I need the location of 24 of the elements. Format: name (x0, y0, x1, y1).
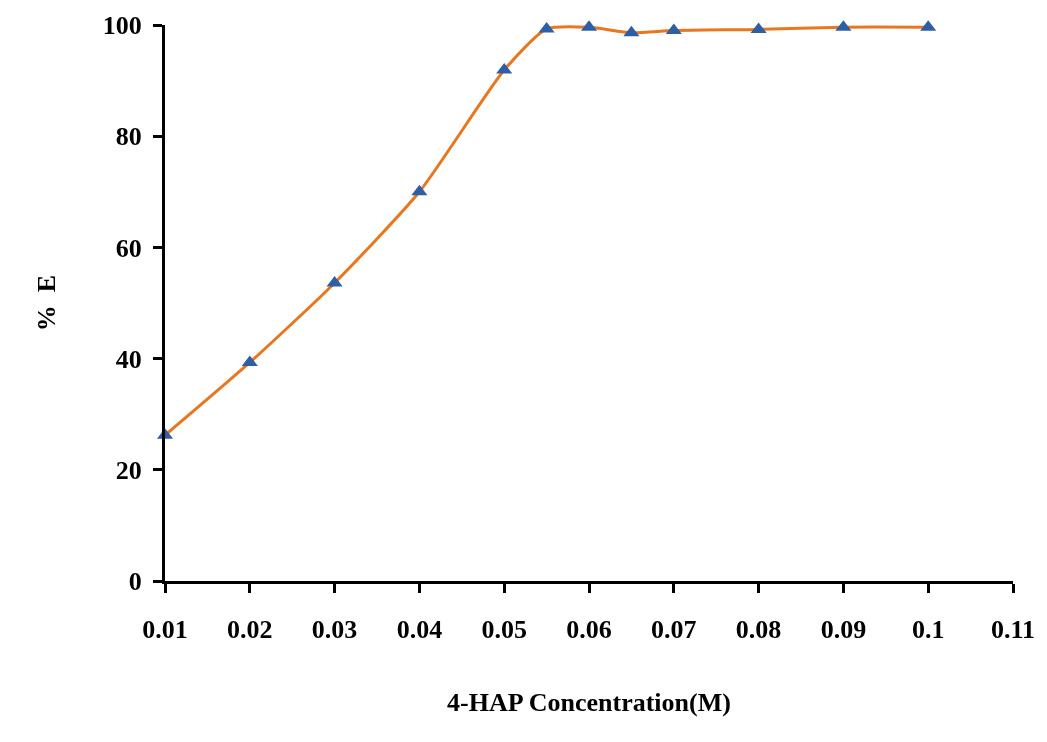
x-tick-label: 0.07 (651, 615, 697, 645)
x-tick-label: 0.05 (481, 615, 527, 645)
y-tick-label: 0 (128, 567, 142, 597)
x-tick-label: 0.04 (396, 615, 443, 645)
x-tick-label: 0.01 (142, 615, 188, 645)
point (411, 184, 428, 196)
x-tick-label: 0.1 (911, 615, 945, 645)
x-tick-label: 0.02 (227, 615, 273, 645)
x-tick-label: 0.06 (566, 615, 612, 645)
x-tick-label: 0.08 (735, 615, 782, 645)
x-tick-label: 0.09 (820, 615, 867, 645)
x-tick-label: 0.11 (990, 615, 1036, 645)
x-axis-title: 4-HAP Concentration(M) (447, 687, 731, 717)
y-axis-title: % E (32, 274, 62, 332)
y-tick-label: 60 (115, 233, 142, 263)
y-tick-label: 100 (102, 11, 142, 41)
point (623, 25, 640, 37)
x-tick-label: 0.03 (311, 615, 358, 645)
y-tick-label: 80 (115, 122, 142, 152)
point (538, 21, 555, 33)
point (665, 23, 682, 35)
y-tick-label: 40 (115, 344, 142, 374)
point (326, 275, 343, 287)
y-tick-label: 20 (115, 455, 142, 485)
